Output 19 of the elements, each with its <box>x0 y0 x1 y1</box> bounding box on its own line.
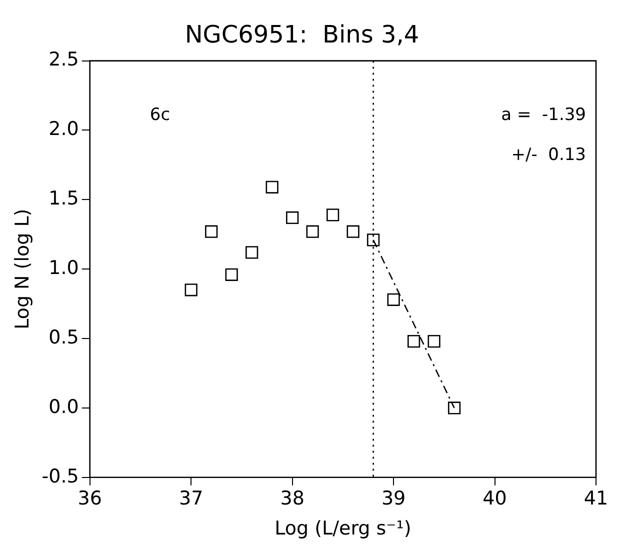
y-tick-label: 1.5 <box>48 188 79 210</box>
y-axis-title: Log N (log L) <box>11 208 34 330</box>
y-tick-label: 2.0 <box>48 118 79 140</box>
x-tick-label: 41 <box>584 488 608 510</box>
y-tick-label: 0.5 <box>48 326 79 348</box>
x-tick-label: 37 <box>179 488 204 510</box>
x-tick-label: 36 <box>78 488 102 510</box>
x-tick-label: 40 <box>482 488 507 510</box>
x-tick-label: 38 <box>280 488 304 510</box>
y-tick-label: 2.5 <box>48 48 79 71</box>
annotation: a = -1.39 <box>501 105 586 126</box>
annotation: +/- 0.13 <box>511 145 586 166</box>
chart-title: NGC6951: Bins 3,4 <box>184 20 420 49</box>
y-tick-label: -0.5 <box>42 465 79 488</box>
y-tick-label: 0.0 <box>48 396 79 418</box>
y-tick-label: 1.0 <box>48 257 79 280</box>
x-axis-title: Log (L/erg s⁻¹) <box>274 518 412 540</box>
x-tick-label: 39 <box>381 488 406 510</box>
annotation: 6c <box>150 105 170 126</box>
